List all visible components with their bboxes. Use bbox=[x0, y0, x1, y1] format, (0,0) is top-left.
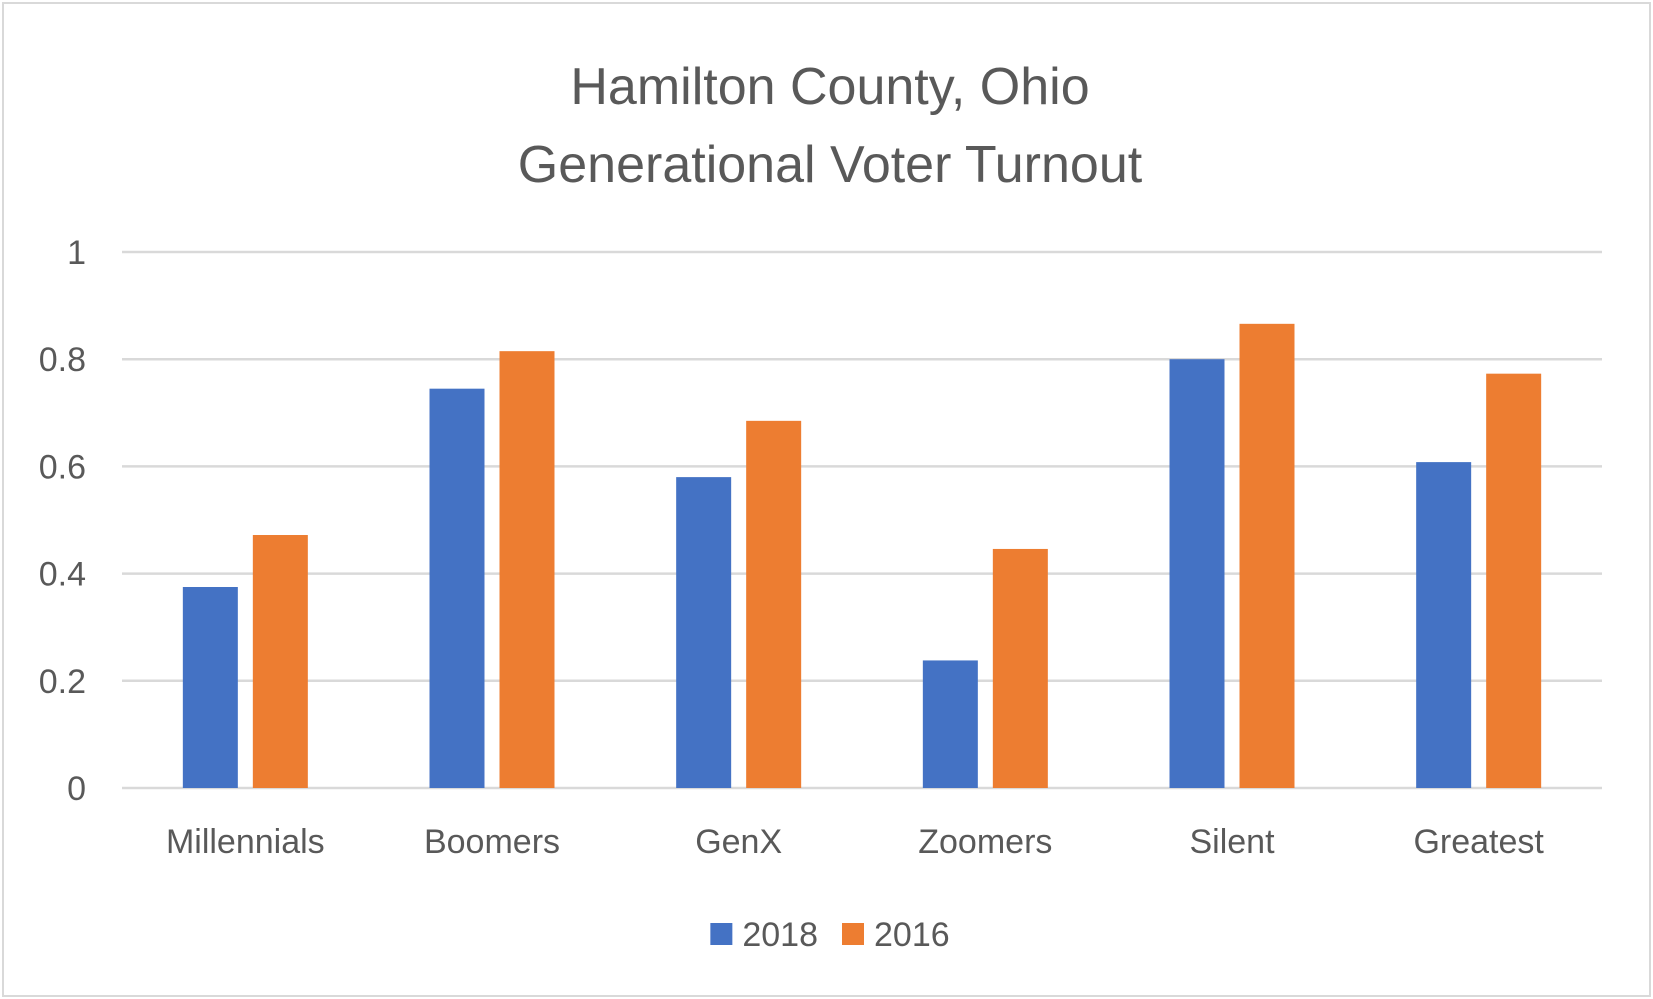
bar-millennials-2016 bbox=[252, 535, 308, 788]
legend-swatch-2016 bbox=[842, 923, 864, 945]
y-tick-label: 0.8 bbox=[39, 341, 86, 379]
bar-chart: Hamilton County, Ohio Generational Voter… bbox=[39, 58, 1602, 954]
legend-label-2018: 2018 bbox=[742, 916, 818, 954]
legend-label-2016: 2016 bbox=[874, 916, 950, 954]
legend-item-2018: 2018 bbox=[710, 916, 818, 954]
y-tick-label: 0.2 bbox=[39, 663, 86, 701]
chart-title: Hamilton County, Ohio Generational Voter… bbox=[518, 58, 1143, 194]
x-tick-label-zoomers: Zoomers bbox=[918, 823, 1052, 861]
bar-silent-2018 bbox=[1169, 359, 1225, 788]
y-tick-label: 0.4 bbox=[39, 556, 86, 594]
bar-zoomers-2018 bbox=[922, 660, 978, 788]
legend: 2018 2016 bbox=[710, 916, 950, 954]
legend-swatch-2018 bbox=[710, 923, 733, 945]
bar-greatest-2016 bbox=[1486, 373, 1542, 788]
x-tick-label-millennials: Millennials bbox=[166, 823, 325, 861]
x-tick-label-genx: GenX bbox=[695, 823, 782, 861]
bars bbox=[182, 323, 1542, 788]
x-tick-label-boomers: Boomers bbox=[424, 823, 560, 861]
bar-genx-2016 bbox=[746, 420, 802, 788]
bar-millennials-2018 bbox=[182, 587, 238, 788]
chart-title-line-1: Hamilton County, Ohio bbox=[570, 58, 1089, 116]
bar-zoomers-2016 bbox=[992, 548, 1048, 788]
y-axis-tick-labels: 0 0.2 0.4 0.6 0.8 1 bbox=[39, 234, 86, 808]
x-tick-label-greatest: Greatest bbox=[1413, 823, 1544, 861]
y-tick-label: 0 bbox=[67, 770, 86, 808]
y-tick-label: 1 bbox=[67, 234, 86, 272]
bar-genx-2018 bbox=[676, 477, 732, 788]
x-axis-tick-labels: Millennials Boomers GenX Zoomers Silent Great… bbox=[166, 823, 1544, 861]
bar-boomers-2016 bbox=[499, 351, 555, 788]
bar-silent-2016 bbox=[1239, 323, 1295, 788]
bar-boomers-2018 bbox=[429, 388, 485, 788]
y-tick-label: 0.6 bbox=[39, 448, 86, 486]
legend-item-2016: 2016 bbox=[842, 916, 950, 954]
x-tick-label-silent: Silent bbox=[1189, 823, 1275, 861]
chart-title-line-2: Generational Voter Turnout bbox=[518, 136, 1143, 194]
bar-greatest-2018 bbox=[1416, 462, 1472, 788]
gridlines bbox=[122, 250, 1602, 790]
